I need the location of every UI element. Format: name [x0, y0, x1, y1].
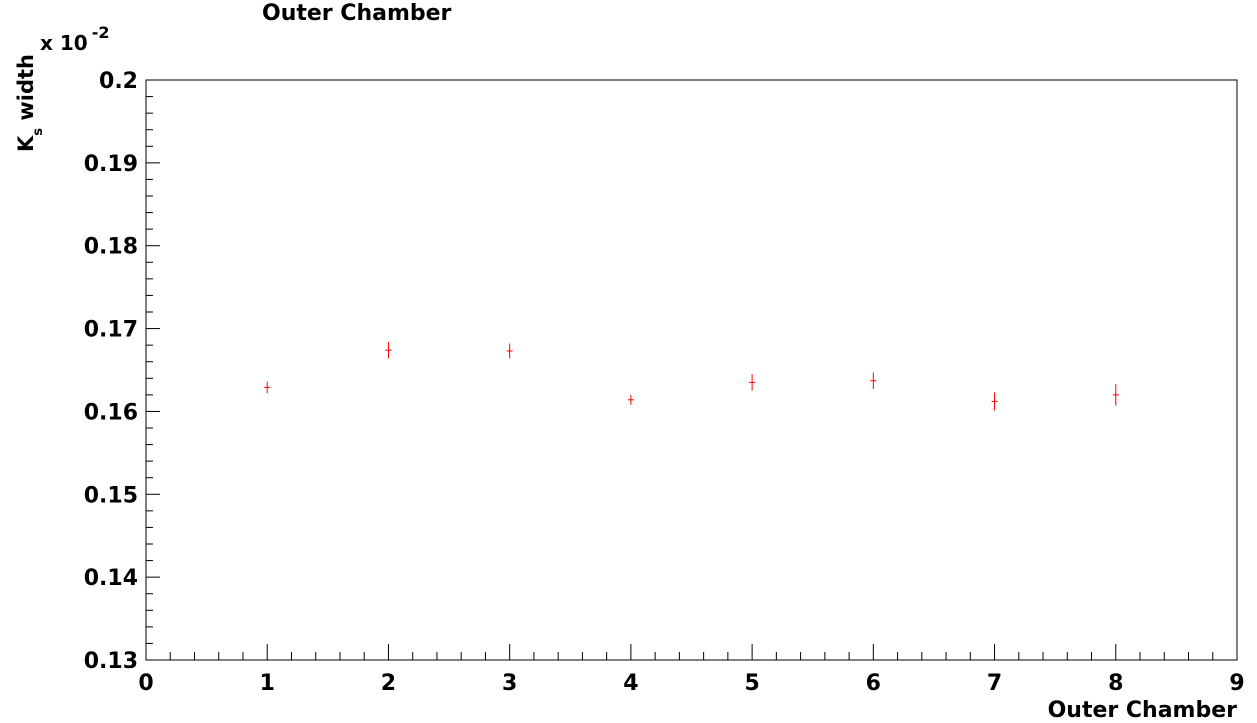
data-series [264, 341, 1119, 411]
x-tick-label: 6 [866, 671, 881, 696]
y-tick-label: 0.18 [84, 235, 138, 260]
x-tick-label: 4 [623, 671, 638, 696]
plot-frame [145, 79, 1238, 661]
data-point [870, 372, 877, 390]
x-tick-label: 7 [987, 671, 1002, 696]
x-tick-label: 1 [260, 671, 275, 696]
x-tick-label: 2 [381, 671, 396, 696]
y-tick-label: 0.2 [99, 69, 138, 94]
data-point [264, 381, 271, 394]
y-axis-label-sub: s [31, 128, 46, 136]
x-tick-label: 5 [744, 671, 759, 696]
y-multiplier: x 10 -2 [40, 23, 109, 55]
y-multiplier-prefix: x 10 [40, 31, 88, 55]
data-point [991, 392, 998, 411]
y-tick-label: 0.13 [84, 649, 138, 674]
y-multiplier-exponent: -2 [92, 23, 110, 42]
x-tick-label: 9 [1229, 671, 1244, 696]
y-tick-label: 0.17 [84, 318, 138, 343]
x-axis-label: Outer Chamber [1048, 698, 1238, 723]
y-tick-label: 0.14 [84, 566, 138, 591]
chart-title: Outer Chamber [262, 1, 452, 26]
x-tick-label: 3 [502, 671, 517, 696]
data-point [1112, 384, 1119, 406]
data-point [506, 343, 513, 359]
y-tick-label: 0.15 [84, 483, 138, 508]
data-point [385, 341, 392, 359]
y-tick-label: 0.16 [84, 400, 138, 425]
data-point [749, 374, 756, 391]
y-axis-label: Ks width [14, 54, 46, 152]
svg-text:Ks width: Ks width [14, 54, 46, 152]
x-tick-label: 8 [1108, 671, 1123, 696]
y-axis-label-main: K [14, 135, 38, 152]
data-point [627, 394, 634, 405]
x-tick-label: 0 [138, 671, 153, 696]
x-axis: 0 1 2 3 4 5 6 7 8 9 [138, 644, 1245, 696]
y-axis: 0.13 0.14 0.15 0.16 0.17 0.18 0.19 0.2 [84, 69, 160, 674]
y-axis-label-rest: width [14, 54, 38, 128]
y-tick-label: 0.19 [84, 152, 138, 177]
